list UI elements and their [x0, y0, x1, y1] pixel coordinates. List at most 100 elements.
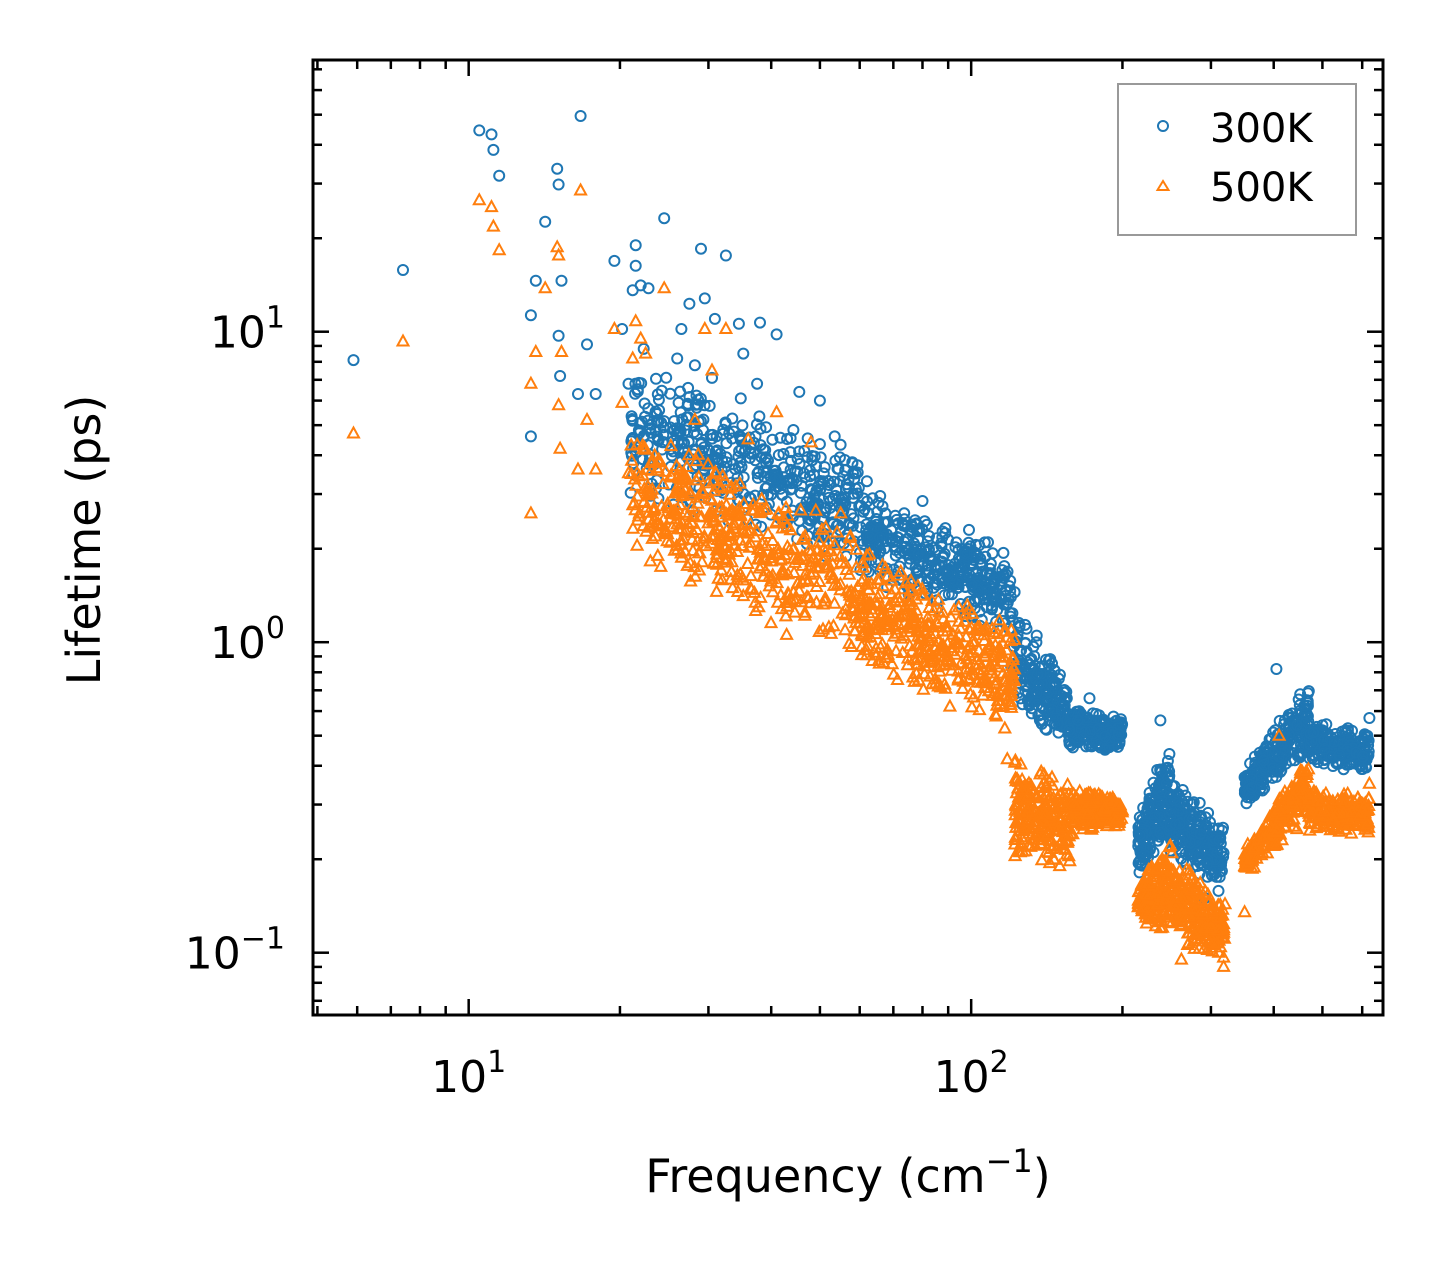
data-point-500K-675 — [985, 620, 1000, 634]
data-point-500K-685 — [931, 591, 946, 605]
data-point-500K-469 — [683, 573, 698, 587]
data-point-300K-661 — [936, 551, 949, 564]
data-point-300K-755 — [866, 533, 879, 546]
data-point-300K-398 — [826, 516, 839, 529]
data-point-500K-1289 — [1067, 797, 1083, 811]
y-axis-label: Lifetime (ps) — [57, 395, 111, 686]
data-point-500K-278 — [754, 558, 769, 572]
data-point-500K-1544 — [1175, 916, 1190, 930]
data-point-300K-1623 — [1186, 813, 1199, 826]
data-point-500K-1079 — [1058, 800, 1073, 814]
data-point-300K-127 — [784, 446, 797, 459]
data-point-500K-2184 — [1237, 904, 1252, 918]
x-tick-label-exp: 2 — [990, 1045, 1009, 1080]
data-point-500K-2166 — [859, 547, 875, 561]
data-point-500K-1057 — [1029, 787, 1044, 801]
data-point-500K-787 — [870, 572, 885, 586]
data-point-500K-1693 — [1205, 903, 1220, 917]
data-point-300K-1914 — [1257, 754, 1270, 767]
data-point-300K-433 — [660, 371, 673, 384]
data-point-500K-1642 — [1192, 891, 1207, 905]
data-point-500K-2147 — [579, 411, 595, 425]
data-point-500K-800 — [945, 626, 961, 640]
data-point-500K-2137 — [523, 505, 539, 519]
data-point-500K-739 — [999, 629, 1015, 643]
data-point-500K-825 — [1007, 661, 1022, 675]
data-point-500K-815 — [856, 571, 871, 585]
data-point-500K-2135 — [492, 242, 507, 256]
data-point-300K-2173 — [982, 536, 994, 549]
data-point-500K-837 — [958, 629, 974, 643]
data-point-300K-341 — [818, 461, 831, 474]
data-point-300K-2094 — [1311, 756, 1324, 769]
data-point-300K-701 — [936, 525, 949, 538]
data-point-300K-1918 — [1275, 764, 1288, 777]
data-point-300K-440 — [727, 458, 740, 471]
data-point-500K-1061 — [1034, 820, 1049, 834]
data-point-500K-428 — [775, 520, 790, 534]
data-point-300K-449 — [668, 423, 681, 436]
data-point-300K-972 — [1015, 644, 1028, 657]
data-point-500K-798 — [934, 639, 949, 653]
data-point-500K-827 — [898, 575, 914, 589]
data-point-500K-425 — [640, 483, 655, 497]
data-point-500K-818 — [992, 639, 1007, 653]
x-axis-label: Frequency (cm−1) — [645, 1142, 1050, 1203]
data-point-500K-2177 — [1086, 787, 1101, 801]
data-point-500K-460 — [732, 475, 747, 489]
data-point-300K-331 — [642, 402, 655, 415]
data-point-300K-771 — [942, 559, 955, 572]
x-tick-label-exp: 1 — [487, 1045, 506, 1080]
data-point-500K-257 — [799, 588, 815, 602]
data-point-500K-60 — [690, 495, 705, 509]
data-point-300K-784 — [918, 515, 931, 528]
data-point-300K-825 — [873, 531, 886, 544]
data-point-500K-404 — [719, 545, 735, 559]
data-point-300K-2132 — [552, 329, 565, 342]
data-point-300K-2160 — [751, 377, 764, 390]
data-point-300K-1633 — [1172, 787, 1184, 800]
data-point-300K-2126 — [524, 309, 537, 322]
data-point-300K-2113 — [1328, 736, 1340, 748]
data-point-300K-2137 — [581, 338, 593, 351]
data-point-300K-785 — [930, 563, 943, 576]
data-point-500K-848 — [943, 609, 959, 623]
data-point-500K-860 — [976, 627, 991, 641]
data-point-500K-857 — [976, 623, 992, 637]
data-point-300K-2150 — [675, 323, 688, 335]
data-point-500K-461 — [669, 485, 684, 499]
data-point-500K-82 — [840, 537, 855, 551]
data-point-500K-94 — [838, 555, 853, 569]
data-point-500K-364 — [650, 460, 665, 474]
data-point-500K-2130 — [346, 425, 361, 439]
data-point-300K-399 — [846, 519, 859, 532]
data-point-500K-1880 — [1299, 769, 1314, 783]
data-point-500K-387 — [675, 515, 690, 529]
data-point-300K-2180 — [1154, 714, 1167, 727]
data-point-500K-1448 — [1158, 872, 1173, 886]
data-point-500K-2092 — [1344, 825, 1359, 839]
data-point-500K-852 — [902, 638, 917, 652]
data-point-500K-2085 — [1303, 786, 1318, 800]
data-point-500K-1077 — [1012, 819, 1027, 833]
data-point-500K-834 — [878, 649, 893, 663]
data-point-300K-1915 — [1269, 744, 1282, 757]
data-point-300K-780 — [855, 499, 867, 512]
data-point-500K-589 — [938, 656, 953, 670]
data-point-500K-155 — [797, 607, 812, 621]
data-point-300K-1629 — [1212, 884, 1225, 897]
data-point-500K-201 — [765, 584, 781, 598]
data-point-500K-1919 — [1269, 836, 1285, 850]
data-point-500K-318 — [719, 506, 734, 520]
data-point-500K-559 — [951, 663, 966, 677]
data-point-300K-403 — [720, 437, 733, 450]
data-point-500K-1460 — [1141, 875, 1157, 889]
data-point-500K-390 — [678, 523, 693, 537]
data-point-300K-1659 — [1201, 853, 1214, 866]
data-point-300K-1409 — [1133, 829, 1146, 842]
data-point-500K-357 — [717, 529, 732, 543]
data-point-500K-724 — [917, 666, 932, 680]
data-point-300K-727 — [997, 546, 1010, 559]
data-point-500K-2182 — [1203, 920, 1219, 934]
data-point-500K-1422 — [1148, 903, 1164, 917]
